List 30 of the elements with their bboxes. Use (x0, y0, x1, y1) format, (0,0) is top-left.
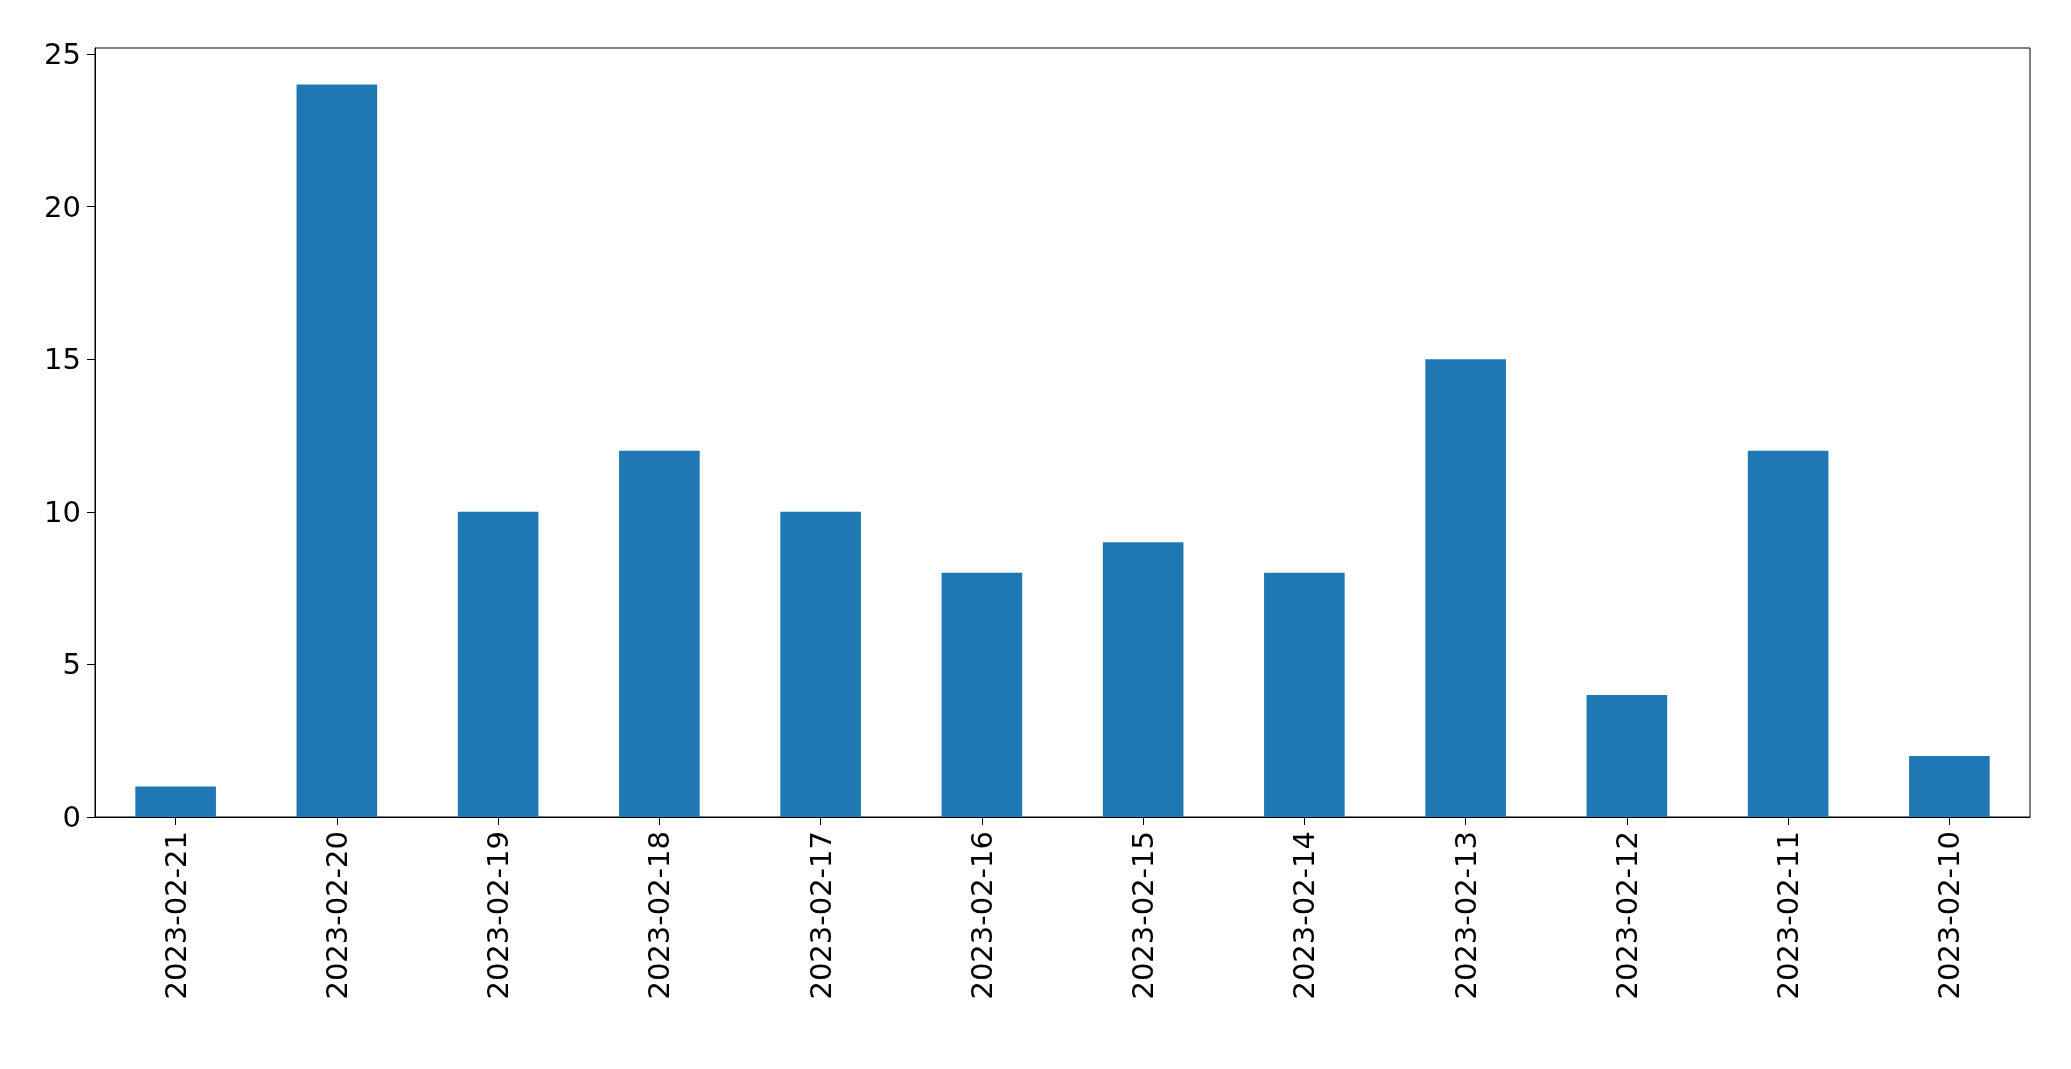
x-tick-label: 2023-02-20 (319, 831, 354, 1000)
x-tick-label: 2023-02-14 (1287, 831, 1322, 1000)
bar (296, 84, 378, 817)
bar (941, 572, 1023, 817)
y-tick-label: 0 (62, 800, 81, 834)
x-tick-label: 2023-02-18 (642, 831, 677, 1000)
bar (1264, 572, 1345, 817)
bar (1425, 359, 1506, 817)
bar (1586, 694, 1668, 817)
bar (1102, 542, 1184, 817)
bar (619, 450, 700, 817)
x-tick-label: 2023-02-12 (1609, 831, 1644, 1000)
x-tick-label: 2023-02-19 (481, 831, 516, 1000)
x-tick-label: 2023-02-11 (1771, 831, 1806, 1000)
x-tick-label: 2023-02-10 (1932, 831, 1967, 1000)
y-tick-label: 5 (62, 647, 81, 682)
bar (1747, 450, 1829, 817)
y-tick-label: 20 (44, 189, 81, 224)
bar (780, 511, 861, 817)
y-tick-label: 10 (44, 494, 81, 529)
x-tick-label: 2023-02-15 (1126, 831, 1161, 1000)
bar (1909, 755, 1990, 817)
y-tick-label: 15 (44, 342, 81, 377)
x-tick-label: 2023-02-17 (803, 831, 838, 1000)
y-tick-label: 25 (44, 37, 81, 72)
x-tick-label: 2023-02-16 (964, 831, 999, 1000)
bar (135, 786, 216, 817)
bar (457, 511, 539, 817)
x-tick-label: 2023-02-21 (158, 831, 193, 1000)
x-tick-label: 2023-02-13 (1448, 831, 1483, 1000)
